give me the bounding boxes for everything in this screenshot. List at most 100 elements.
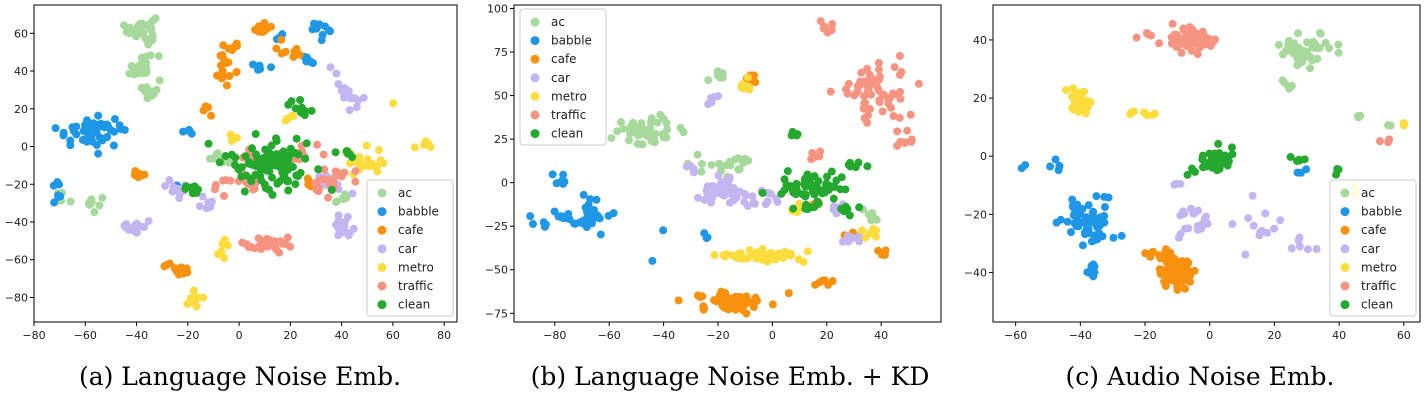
y-tick-label: 40 — [14, 65, 28, 78]
point-babble — [1293, 168, 1302, 177]
point-babble — [100, 123, 109, 132]
legend-label-ac: ac — [1361, 186, 1375, 200]
x-tick-label: −40 — [652, 329, 675, 342]
point-clean — [1214, 139, 1223, 148]
y-tick-label: −80 — [5, 291, 28, 304]
point-cafe — [216, 51, 225, 60]
point-clean — [845, 211, 854, 220]
point-babble — [596, 230, 605, 239]
legend-marker-cafe — [530, 54, 540, 64]
point-metro — [1400, 120, 1409, 129]
point-babble — [81, 120, 90, 129]
point-car — [838, 237, 847, 246]
point-clean — [181, 184, 190, 193]
legend-marker-traffic — [377, 281, 387, 291]
plot-frame — [992, 4, 1421, 323]
point-cafe — [165, 259, 174, 268]
series-traffic — [1132, 19, 1394, 147]
point-ac — [137, 53, 146, 62]
point-babble — [659, 226, 668, 235]
point-traffic — [863, 118, 872, 127]
point-car — [348, 189, 357, 198]
series-metro — [710, 73, 881, 266]
x-tick-label: −60 — [1004, 329, 1027, 342]
point-ac — [1316, 29, 1325, 38]
point-cafe — [218, 66, 227, 75]
legend: ac babble cafe car metro traffic clean — [1329, 179, 1417, 317]
point-car — [707, 98, 716, 107]
point-clean — [327, 185, 336, 194]
point-clean — [331, 148, 340, 157]
legend-box — [366, 179, 454, 317]
point-ac — [132, 32, 141, 41]
point-car — [1176, 230, 1185, 239]
point-clean — [780, 186, 789, 195]
point-metro — [1127, 108, 1136, 117]
point-babble — [526, 212, 535, 221]
legend-box — [519, 8, 607, 146]
point-car — [1170, 180, 1179, 189]
point-traffic — [1194, 34, 1203, 43]
point-babble — [592, 195, 601, 204]
point-traffic — [222, 176, 231, 185]
point-ac — [1311, 41, 1320, 50]
point-metro — [776, 250, 785, 259]
legend-label-car: car — [1361, 242, 1380, 256]
point-clean — [279, 151, 288, 160]
point-clean — [1210, 156, 1219, 165]
point-babble — [586, 195, 595, 204]
point-ac — [125, 29, 134, 38]
legend-marker-ac — [1340, 188, 1350, 198]
point-metro — [1061, 86, 1070, 95]
legend-label-clean: clean — [1361, 298, 1393, 312]
point-clean — [803, 205, 812, 214]
point-babble — [79, 127, 88, 136]
point-car — [700, 195, 709, 204]
point-clean — [267, 141, 276, 150]
point-metro — [218, 240, 227, 249]
point-car — [343, 212, 352, 221]
point-cafe — [174, 270, 183, 279]
point-clean — [342, 147, 351, 156]
point-cafe — [696, 292, 705, 301]
point-clean — [251, 130, 260, 139]
point-traffic — [914, 79, 923, 88]
point-clean — [253, 154, 262, 163]
point-babble — [557, 177, 566, 186]
point-babble — [109, 141, 118, 150]
point-car — [334, 217, 343, 226]
point-car — [135, 222, 144, 231]
point-babble — [1017, 164, 1026, 173]
series-clean — [758, 127, 872, 220]
y-tick-label: 75 — [494, 46, 508, 59]
legend-marker-car — [1340, 244, 1350, 254]
point-traffic — [283, 233, 292, 242]
y-tick-label: 0 — [21, 141, 28, 154]
legend-label-car: car — [398, 242, 417, 256]
point-traffic — [874, 65, 883, 74]
legend-label-babble: babble — [551, 34, 592, 48]
point-metro — [743, 73, 752, 82]
point-ac — [651, 129, 660, 138]
x-tick-label: 0 — [236, 329, 243, 342]
point-car — [198, 192, 207, 201]
point-metro — [786, 251, 795, 260]
point-clean — [283, 158, 292, 167]
point-clean — [314, 165, 323, 174]
y-tick-label: 25 — [494, 133, 508, 146]
point-traffic — [315, 184, 324, 193]
point-traffic — [906, 110, 915, 119]
series-cafe — [130, 18, 322, 279]
point-babble — [1100, 203, 1109, 212]
y-tick-label: 40 — [973, 34, 987, 47]
point-ac — [332, 197, 341, 206]
point-babble — [50, 198, 59, 207]
point-ac — [734, 165, 743, 174]
point-ac — [146, 51, 155, 60]
point-clean — [283, 165, 292, 174]
point-car — [1261, 209, 1270, 218]
point-ac — [154, 52, 163, 61]
point-traffic — [1177, 48, 1186, 57]
point-car — [1303, 245, 1312, 254]
legend-label-metro: metro — [1361, 260, 1397, 274]
